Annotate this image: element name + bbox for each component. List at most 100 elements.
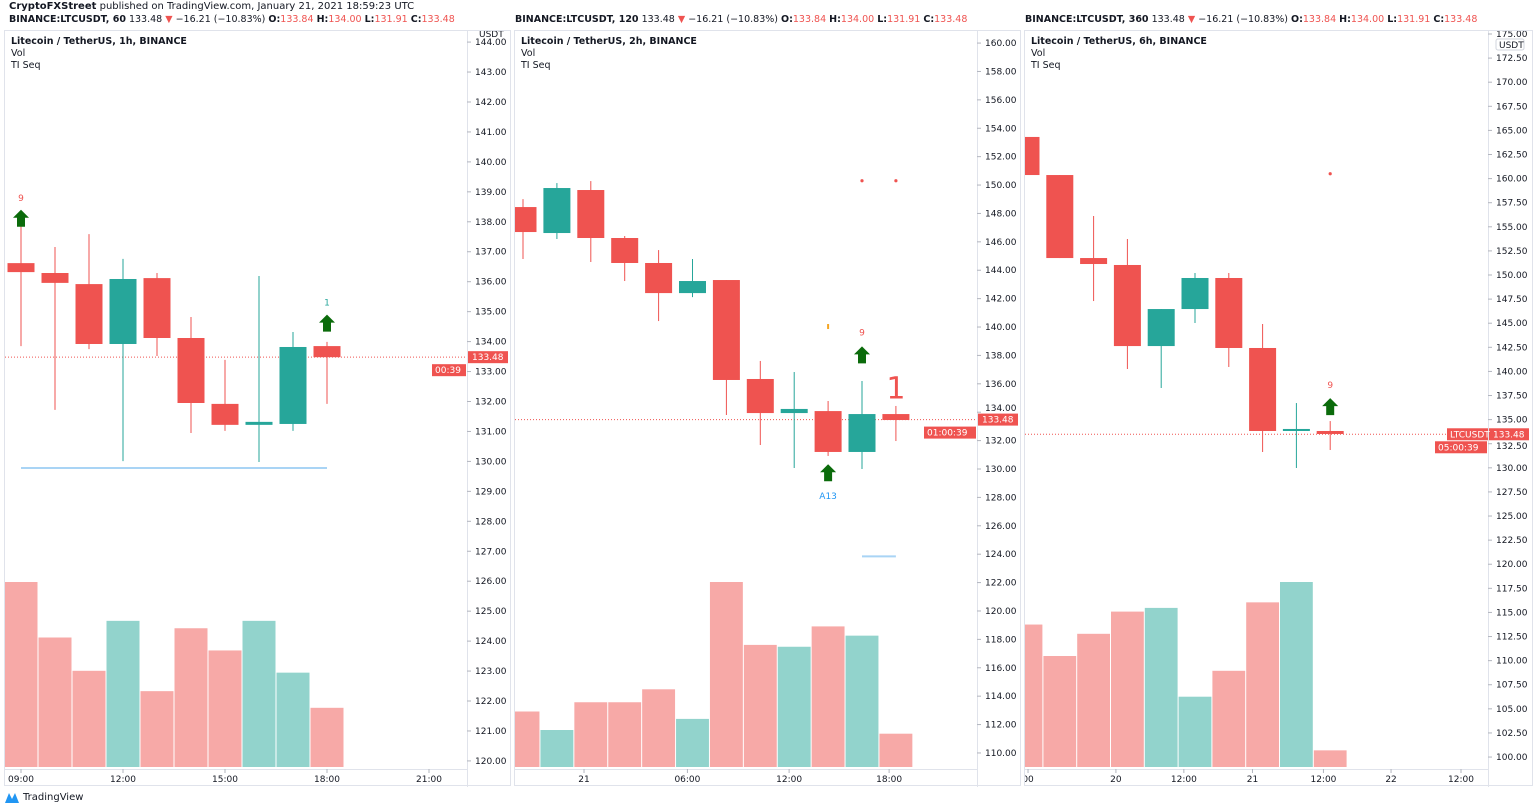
price-tick-label: 139.00 <box>475 188 507 198</box>
price-tick-label: 144.00 <box>985 266 1017 276</box>
volume-bar <box>1111 611 1144 767</box>
price-tick-label: 152.00 <box>985 153 1017 163</box>
volume-bar <box>811 626 845 767</box>
price-tick-label: 124.00 <box>985 550 1017 560</box>
candle-body <box>1025 136 1040 176</box>
volume-bar <box>140 691 174 767</box>
plot-area: 9 <box>1025 136 1488 767</box>
chart-panel-1h[interactable]: 9 1 144.00 143.00 142.00 141.00 140.00 139.00 13… <box>4 30 512 787</box>
price-tick-label: 137.00 <box>475 248 507 258</box>
symbol-info-3: BINANCE:LTCUSDT, 360 133.48 ▼ −16.21 (−1… <box>1025 14 1478 25</box>
price-tick-label: 158.00 <box>985 67 1017 77</box>
tradingview-logo-icon <box>5 793 19 803</box>
time-tick-label: 06:00 <box>674 775 700 785</box>
chart-panel-6h[interactable]: 9 175.00 172.50 170.00 167.50 165.00 162.50 160… <box>1024 30 1534 787</box>
price-tick-label: 115.00 <box>1496 608 1528 618</box>
price-tick-label: 118.00 <box>985 635 1017 645</box>
candle-body <box>543 188 571 234</box>
publish-date: published on TradingView.com, January 21… <box>99 1 415 12</box>
indicator-vol[interactable]: Vol <box>11 48 26 59</box>
price-tick-label: 165.00 <box>1496 126 1528 136</box>
signal-dot <box>1328 172 1332 176</box>
chart-panel-2h[interactable]: 9 1 A13 160.00 158.00 156.00 154.00 152.00 150.0… <box>514 30 1022 787</box>
author-name[interactable]: CryptoFXStreet <box>9 1 97 12</box>
price-tick-label: 117.50 <box>1496 584 1528 594</box>
symbol: BINANCE:LTCUSDT, 120 <box>515 14 639 25</box>
candle-body <box>712 280 740 380</box>
time-tick-label: 21 <box>578 775 589 785</box>
price-tick-label: 130.00 <box>475 457 507 467</box>
price-tick-label: 128.00 <box>985 493 1017 503</box>
price-tick-label: 150.00 <box>985 181 1017 191</box>
price-tick-label: 160.00 <box>985 39 1017 49</box>
high: 134.00 <box>328 14 362 25</box>
price-tick-label: 142.00 <box>985 295 1017 305</box>
countdown-badge <box>432 364 466 377</box>
indicator-ti-seq[interactable]: TI Seq <box>521 60 551 71</box>
chart-title: Litecoin / TetherUS, 2h, BINANCE <box>521 36 697 47</box>
price-tick-label: 175.00 <box>1496 31 1528 40</box>
volume-bar <box>1178 696 1212 767</box>
plot-area: 9 1 A13 <box>515 179 977 767</box>
symbol: BINANCE:LTCUSDT, 360 <box>1025 14 1149 25</box>
time-tick-label: 09:00 <box>8 775 34 785</box>
volume-bar <box>879 733 913 767</box>
volume-bar <box>1280 582 1313 767</box>
volume-bar <box>276 672 310 767</box>
indicator-vol[interactable]: Vol <box>1031 48 1046 59</box>
time-tick-label: 12:00 <box>110 775 136 785</box>
chart-canvas[interactable]: 9 175.00 172.50 170.00 167.50 165.00 162.50 160… <box>1025 31 1534 787</box>
price-tick-label: 114.00 <box>985 692 1017 702</box>
price-tick-label: 146.00 <box>985 238 1017 248</box>
candle-body <box>313 346 341 358</box>
price-tick-label: 125.00 <box>1496 512 1528 522</box>
price-tick-label: 138.00 <box>475 218 507 228</box>
volume-bar <box>242 620 276 767</box>
last-price: 133.48 <box>128 14 163 25</box>
price-tick-label: 143.00 <box>475 68 507 78</box>
indicator-vol[interactable]: Vol <box>521 48 536 59</box>
price-tick-label: 133.00 <box>475 368 507 378</box>
chart-canvas[interactable]: 9 1 A13 160.00 158.00 156.00 154.00 152.00 150.0… <box>515 31 1022 787</box>
price-tick-label: 132.00 <box>985 437 1017 447</box>
time-tick-label: 00 <box>1025 775 1034 785</box>
currency-badge <box>1495 38 1525 51</box>
time-tick-label: 18:00 <box>314 775 340 785</box>
currency-label: USDT <box>1499 41 1524 51</box>
down-triangle-icon: ▼ <box>1187 14 1196 25</box>
countdown-badge <box>924 426 976 439</box>
price-tick-label: 116.00 <box>985 664 1017 674</box>
price-tick-label: 121.00 <box>475 727 507 737</box>
last-price-badge <box>1489 428 1529 441</box>
tradingview-logo[interactable]: TradingView <box>4 790 83 804</box>
time-tick-label: 15:00 <box>212 775 238 785</box>
volume-bar <box>540 730 574 767</box>
last-price-label: 133.48 <box>1493 430 1525 440</box>
price-tick-label: 140.00 <box>985 323 1017 333</box>
time-tick-label: 12:00 <box>1310 775 1336 785</box>
symbol-label: LTCUSDT <box>1450 430 1490 440</box>
change: −16.21 (−10.83%) <box>688 14 778 25</box>
candle-body <box>645 262 673 294</box>
chart-canvas[interactable]: 91144.00143.00142.00141.00140.00139.0013… <box>5 31 512 787</box>
price-tick-label: 125.00 <box>475 607 507 617</box>
price-tick-label: 107.50 <box>1496 681 1528 691</box>
indicator-ti-seq[interactable]: TI Seq <box>1031 60 1061 71</box>
td-sequential-count: 1 <box>324 299 330 309</box>
volume-bar <box>208 650 242 767</box>
currency-label: USDT <box>479 31 504 40</box>
last-price: 133.48 <box>1151 14 1185 25</box>
price-tick-label: 127.50 <box>1496 488 1528 498</box>
signal-dot <box>894 179 898 183</box>
symbol-info-2: BINANCE:LTCUSDT, 120 133.48 ▼ −16.21 (−1… <box>515 14 968 25</box>
down-triangle-icon: ▼ <box>165 14 173 25</box>
volume-bar <box>1212 670 1246 767</box>
price-tick-label: 144.00 <box>475 38 507 48</box>
close: 133.48 <box>1444 14 1478 25</box>
last-price-label: 133.48 <box>982 416 1014 426</box>
signal-dot <box>860 179 864 183</box>
price-tick-label: 147.50 <box>1496 295 1528 305</box>
publish-info: CryptoFXStreet published on TradingView.… <box>9 1 414 12</box>
price-tick-label: 150.00 <box>1496 271 1528 281</box>
indicator-ti-seq[interactable]: TI Seq <box>11 60 41 71</box>
